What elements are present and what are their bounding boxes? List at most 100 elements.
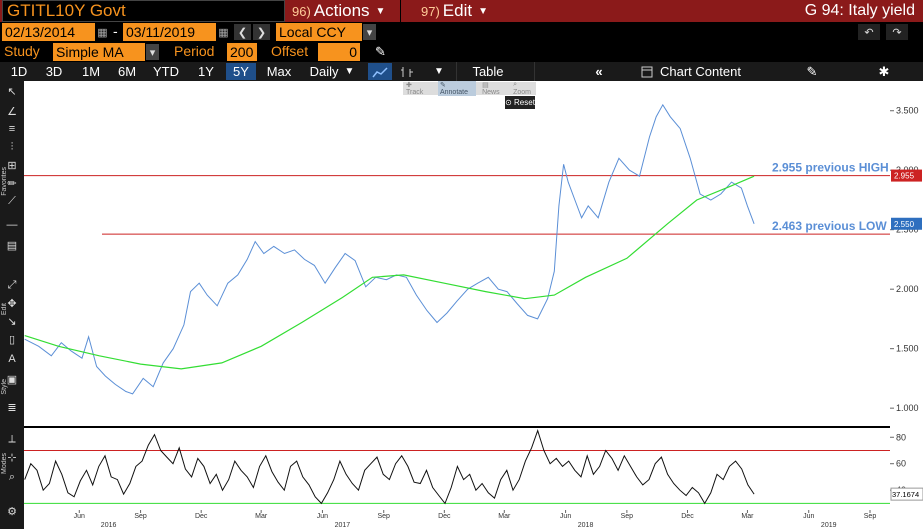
chart-mode-bar: ✚ Track ✎ Annotate ▤ News ⌕ Zoom — [403, 81, 536, 96]
pen-icon[interactable]: ∠ — [7, 106, 17, 118]
range-3d[interactable]: 3D — [45, 64, 63, 79]
chevron-down-icon[interactable]: ▾ — [363, 24, 376, 40]
move-icon[interactable]: ✥ — [7, 298, 17, 310]
range-1m[interactable]: 1M — [81, 64, 101, 79]
high-value-flag — [891, 169, 922, 182]
fib-icon[interactable]: ≡ — [8, 123, 16, 135]
page-title: G 94: Italy yield — [804, 2, 915, 19]
style-label: Style — [1, 379, 8, 395]
annotate-label: Annotate — [439, 89, 468, 96]
redo-icon[interactable]: ↷ — [886, 24, 908, 40]
minus-icon[interactable]: — — [6, 219, 18, 231]
chart-content-icon — [638, 63, 656, 80]
arrow-icon[interactable]: ⤢ — [7, 279, 17, 291]
x-tick-label: Jun — [74, 513, 85, 520]
ticker-text: GTITL10Y Govt — [7, 1, 126, 20]
eraser-icon[interactable]: ▯ — [8, 334, 16, 346]
annotate-button[interactable]: ✎ Annotate — [437, 81, 477, 96]
currency-select[interactable]: Local CCY — [276, 23, 362, 41]
range-max[interactable]: Max — [266, 64, 292, 79]
range-5y[interactable]: 5Y — [226, 63, 256, 80]
bar-chart-icon[interactable] — [395, 63, 419, 80]
next-arrow-icon[interactable]: ❯ — [253, 24, 270, 40]
news-button[interactable]: ▤ News — [482, 82, 500, 96]
crosshair-icon[interactable]: ⊹ — [7, 452, 17, 464]
range-ytd[interactable]: YTD — [153, 64, 179, 79]
year-label: 2017 — [335, 522, 351, 529]
calendar-icon[interactable]: ▦ — [217, 24, 230, 40]
edit-shortcut: 97) — [421, 3, 440, 19]
title-bar: GTITL10Y Govt 96) Actions ▼ 97) Edit ▼ G… — [0, 0, 923, 22]
reference-line-label: 2.955 previous HIGH — [772, 161, 889, 175]
frequency-select[interactable]: Daily ▼ — [302, 63, 362, 80]
undo-icon[interactable]: ↶ — [858, 24, 880, 40]
price-chart[interactable]: 2.955 previous HIGH 2.463 previous LOW — [24, 81, 890, 426]
prev-arrow-icon[interactable]: ❮ — [234, 24, 251, 40]
gear-icon[interactable]: ✱ — [878, 63, 890, 79]
wand-icon[interactable]: ⟋ — [8, 195, 16, 207]
last-value-flag — [891, 217, 922, 230]
end-date-field[interactable]: 03/11/2019 — [123, 23, 216, 41]
track-button[interactable]: ✚ Track — [406, 82, 424, 96]
period-input[interactable]: 200 — [227, 43, 257, 61]
study-value: Simple MA — [56, 44, 124, 60]
chart-content-button[interactable]: Chart Content — [660, 64, 741, 79]
offset-input[interactable]: 0 — [318, 43, 360, 61]
osc-y-tick-label: 80 — [896, 432, 906, 442]
x-tick-label: Mar — [741, 513, 754, 520]
actions-menu-button[interactable]: 96) Actions ▼ — [288, 0, 396, 22]
pointer-icon[interactable]: ↘ — [7, 316, 17, 328]
range-1y[interactable]: 1Y — [198, 64, 214, 79]
yield-series-line — [24, 103, 755, 395]
x-tick-label: Sep — [864, 513, 877, 520]
ticker-field[interactable]: GTITL10Y Govt — [2, 0, 285, 22]
pencil-icon[interactable]: ✎ — [372, 44, 389, 60]
left-toolbar: ↖ ∠ ≡ ⫶ ⊞ ✏ ⟋ — ▤ ⤢ ✥ ↘ ▯ A ▣ ≣ ⟂ ⊹ ⌕ ⚙ … — [0, 81, 24, 529]
layers-icon[interactable]: ▤ — [6, 240, 18, 252]
favorites-label: Favorites — [1, 167, 8, 196]
date-range-row: 02/13/2014 ▦ - 03/11/2019 ▦ ❮ ❯ Local CC… — [0, 22, 923, 42]
x-tick-label: Dec — [438, 513, 451, 520]
text-icon[interactable]: A — [8, 353, 16, 365]
ruler-icon[interactable]: ⟂ — [8, 433, 16, 445]
edit-menu-button[interactable]: 97) Edit ▼ — [400, 0, 513, 22]
edit-icon[interactable]: ✎ — [806, 63, 818, 79]
chevron-down-icon[interactable]: ▾ — [146, 44, 159, 60]
chart-toolbar: 1D 3D 1M 6M YTD 1Y 5Y Max Daily ▼ ▼ Table… — [0, 62, 923, 81]
range-6m[interactable]: 6M — [117, 64, 137, 79]
gann-icon[interactable]: ⊞ — [7, 160, 17, 172]
cursor-icon[interactable]: ↖ — [7, 86, 17, 98]
study-select[interactable]: Simple MA — [53, 43, 145, 61]
start-date-field[interactable]: 02/13/2014 — [2, 23, 95, 41]
line-style-icon[interactable]: ≣ — [7, 402, 17, 414]
columns-glyph — [641, 66, 653, 77]
color-icon[interactable]: ▣ — [6, 374, 18, 386]
year-label: 2019 — [821, 522, 837, 529]
x-tick-label: Mar — [498, 513, 511, 520]
chevron-down-icon[interactable]: ▼ — [434, 66, 444, 77]
line-chart-icon[interactable] — [368, 63, 392, 80]
table-button[interactable]: Table — [472, 64, 504, 79]
actions-shortcut: 96) — [292, 3, 311, 19]
zoom-button[interactable]: ⌕ Zoom — [513, 81, 532, 96]
osc-y-tick-label: 60 — [896, 459, 906, 469]
chevron-down-icon: ▼ — [344, 66, 355, 77]
reset-button[interactable]: ⊙ Reset — [505, 96, 535, 109]
calendar-icon[interactable]: ▦ — [96, 24, 109, 40]
collapse-icon[interactable]: « — [595, 64, 603, 79]
track-label: Track — [406, 89, 424, 96]
date-dash: - — [113, 23, 118, 39]
study-label: Study — [4, 43, 40, 59]
zoom-icon[interactable]: ⌕ — [8, 471, 16, 483]
high-value-flag-label: 2.955 — [894, 172, 915, 181]
x-tick-label: Dec — [195, 513, 208, 520]
currency-text: Local CCY — [279, 24, 346, 40]
oscillator-chart[interactable] — [24, 428, 890, 510]
range-1d[interactable]: 1D — [10, 64, 28, 79]
settings-icon[interactable]: ⚙ — [7, 506, 17, 518]
line-chart-glyph — [372, 66, 388, 77]
channel-icon[interactable]: ⫶ — [10, 141, 14, 153]
period-label: Period — [174, 43, 215, 59]
brush-icon[interactable]: ✏ — [7, 178, 17, 190]
edit-side-label: Edit — [1, 303, 8, 316]
